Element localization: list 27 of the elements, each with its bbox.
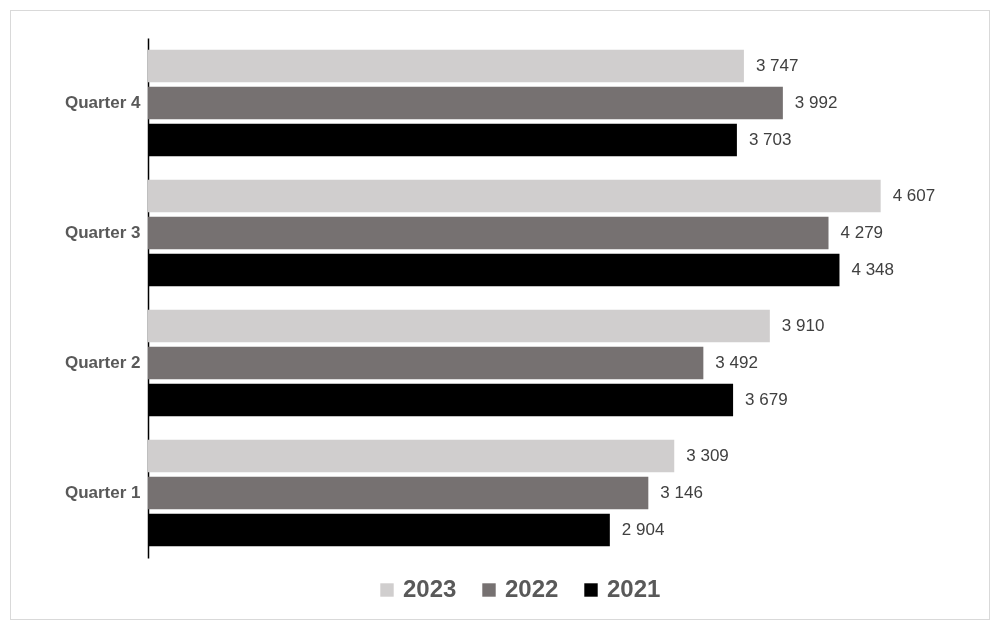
y-tick-label: Quarter 3 (64, 223, 141, 242)
data-label: 4 279 (840, 223, 884, 242)
bar (148, 49, 744, 83)
bar (148, 476, 649, 510)
y-tick-label: Quarter 1 (64, 483, 141, 502)
data-label: 3 703 (748, 130, 792, 150)
data-label: 2 904 (621, 520, 665, 540)
bar (148, 216, 829, 250)
data-label: 3 309 (686, 445, 729, 465)
y-tick-label: Quarter 2 (64, 353, 141, 372)
bar (148, 86, 783, 120)
legend-label: 2023 (403, 575, 457, 602)
data-label: 3 679 (745, 390, 788, 410)
data-label: 3 146 (660, 483, 703, 502)
legend-label: 2021 (607, 575, 661, 602)
data-label: 3 747 (755, 55, 799, 75)
y-tick-label: Quarter 4 (64, 93, 142, 112)
data-label: 3 910 (781, 315, 825, 335)
bar (148, 439, 675, 473)
bar (148, 346, 704, 380)
legend-label: 2022 (505, 575, 559, 602)
bar (148, 179, 881, 213)
data-label: 3 992 (794, 93, 838, 112)
bar (148, 309, 770, 343)
data-label: 4 348 (851, 260, 895, 280)
data-label: 4 607 (892, 185, 936, 205)
data-label: 3 492 (715, 353, 758, 372)
